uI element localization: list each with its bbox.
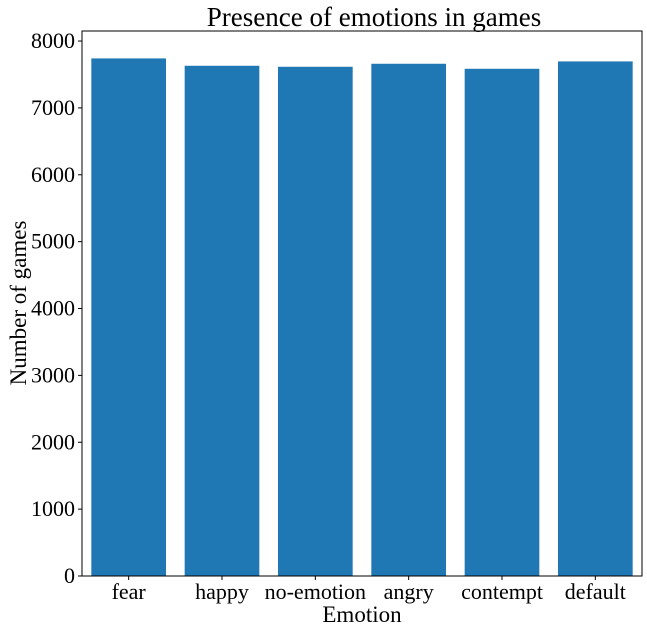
chart-title: Presence of emotions in games	[207, 2, 541, 32]
bars	[91, 58, 633, 577]
plot-area: 0 1000 2000 3000 4000 5000 6000 7000 8000 fear ha…	[31, 28, 643, 604]
y-axis-label: Number of games	[6, 221, 31, 386]
x-axis-ticks: fear happy no-emotion angry contempt default	[112, 576, 626, 604]
y-tick-label: 5000	[31, 229, 75, 254]
bar-angry	[371, 63, 446, 577]
y-tick-label: 2000	[31, 429, 75, 454]
x-tick-label: contempt	[461, 579, 543, 604]
y-tick-label: 4000	[31, 296, 75, 321]
bar-happy	[184, 65, 260, 576]
y-tick-label: 8000	[31, 28, 75, 53]
y-tick-label: 0	[64, 563, 75, 588]
bar-default	[558, 61, 633, 576]
x-tick-label: fear	[112, 579, 147, 604]
x-tick-label: default	[565, 579, 626, 604]
y-tick-label: 6000	[31, 162, 75, 187]
x-axis-label: Emotion	[322, 602, 402, 627]
bar-no-emotion	[278, 66, 353, 577]
x-tick-label: angry	[384, 579, 434, 604]
y-tick-label: 3000	[31, 362, 75, 387]
x-tick-label: no-emotion	[265, 579, 366, 604]
y-tick-label: 7000	[31, 95, 75, 120]
bar-contempt	[464, 68, 540, 576]
y-tick-label: 1000	[31, 496, 75, 521]
y-axis-ticks: 0 1000 2000 3000 4000 5000 6000 7000 8000	[31, 28, 82, 588]
bar-fear	[91, 58, 166, 577]
x-tick-label: happy	[195, 579, 249, 604]
plot-frame	[81, 30, 643, 577]
